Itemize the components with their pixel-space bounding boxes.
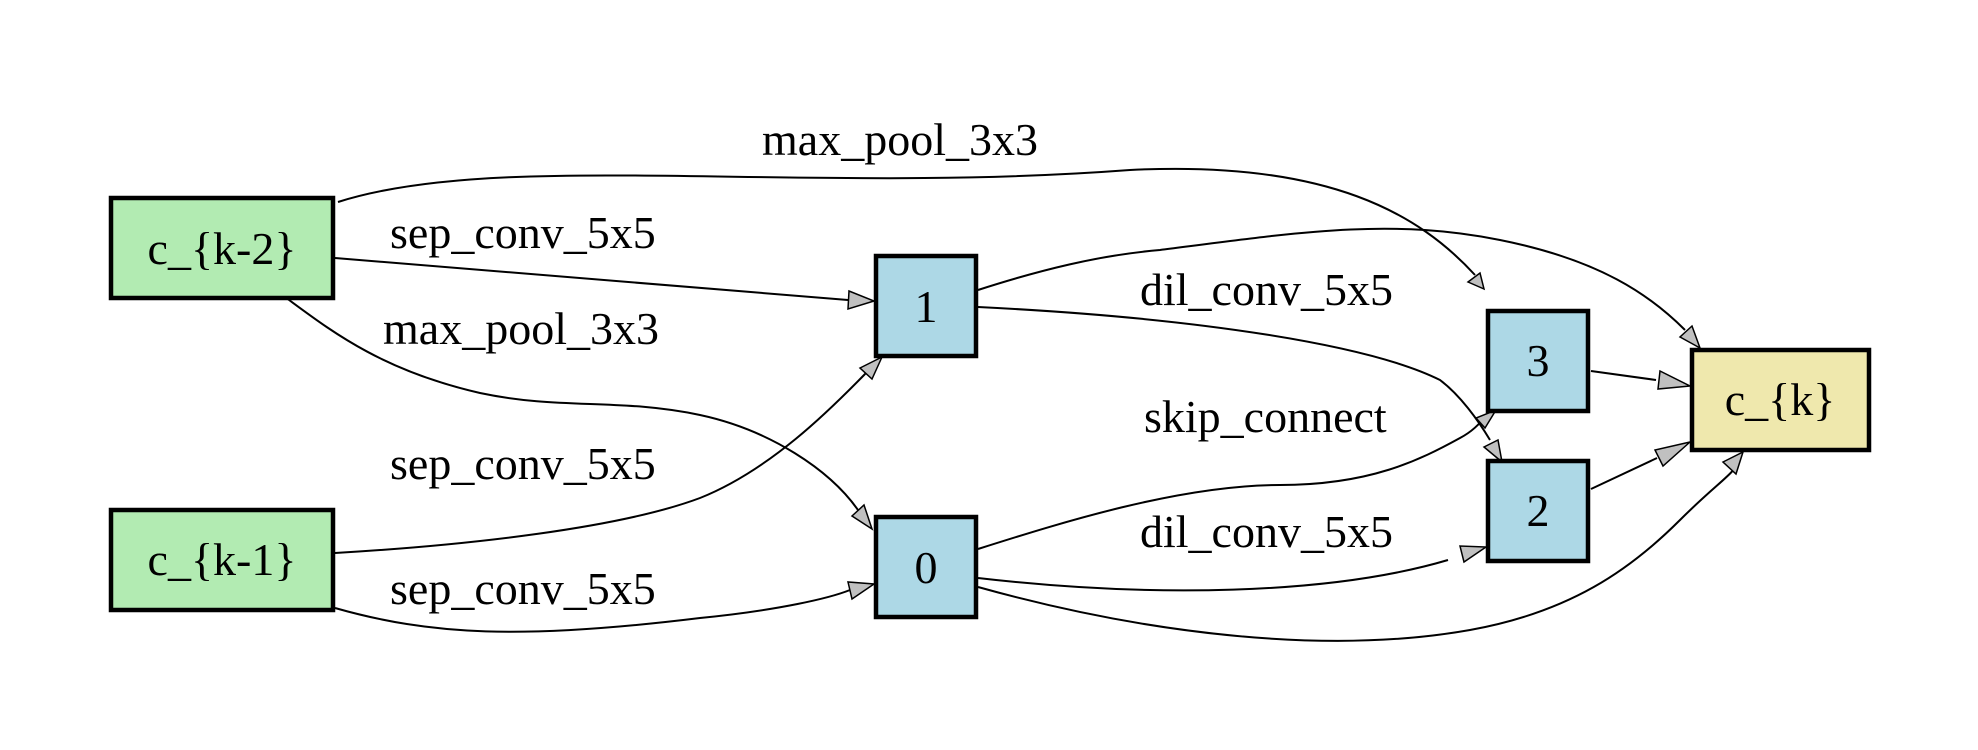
edge-label-0-2: dil_conv_5x5 [1140,506,1393,557]
edge-1-to-ck [977,227,1702,350]
node-0-box [873,514,979,620]
edge-label-ck2-3: max_pool_3x3 [762,114,1038,165]
edge-0-to-ck [977,450,1745,642]
edge-ck2-to-0 [284,296,874,531]
edge-0-to-2 [977,545,1489,592]
node-ck1-label: c_{k-1} [148,534,297,585]
edge-0-to-3 [977,408,1498,550]
edge-label-ck1-1: sep_conv_5x5 [390,438,656,489]
node-ck2-box [108,195,336,301]
node-ck1-box [108,507,336,613]
edge-label-ck1-0: sep_conv_5x5 [390,563,656,614]
edge-label-1-2: dil_conv_5x5 [1140,264,1393,315]
node-ck: c_{k} [1689,347,1872,453]
node-ck1: c_{k-1} [108,507,336,613]
edge-ck2-to-1 [334,257,877,311]
node-3: 3 [1485,308,1591,414]
node-ck-label: c_{k} [1725,374,1836,425]
node-3-label: 3 [1527,335,1550,386]
edge-ck2-to-3 [337,167,1486,291]
node-ck2-label: c_{k-2} [148,223,297,274]
edge-3-to-ck [1590,369,1693,390]
node-1: 1 [873,253,979,359]
edge-ck1-to-0 [334,581,877,633]
node-3-box [1485,308,1591,414]
edge-label-ck2-0: max_pool_3x3 [383,303,659,354]
node-ck2: c_{k-2} [108,195,336,301]
node-ck-box [1689,347,1872,453]
node-2-label: 2 [1527,485,1550,536]
node-1-label: 1 [915,281,938,332]
node-0: 0 [873,514,979,620]
edge-1-to-2 [977,306,1504,464]
node-2-box [1485,458,1591,564]
node-2: 2 [1485,458,1591,564]
edge-2-to-ck [1590,441,1691,490]
edge-label-ck2-1: sep_conv_5x5 [390,207,656,258]
edge-label-0-3: skip_connect [1144,391,1387,442]
edge-ck1-to-1 [334,355,884,554]
node-0-label: 0 [915,542,938,593]
node-1-box [873,253,979,359]
